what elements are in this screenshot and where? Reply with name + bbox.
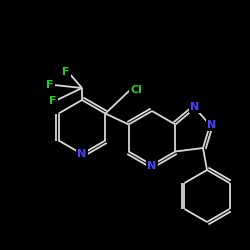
Text: F: F xyxy=(49,96,57,106)
Text: N: N xyxy=(78,149,87,159)
Text: N: N xyxy=(190,102,200,112)
Text: F: F xyxy=(62,67,70,77)
Text: N: N xyxy=(148,161,156,171)
Text: Cl: Cl xyxy=(130,85,142,95)
Text: F: F xyxy=(46,80,54,90)
Text: N: N xyxy=(208,120,216,130)
